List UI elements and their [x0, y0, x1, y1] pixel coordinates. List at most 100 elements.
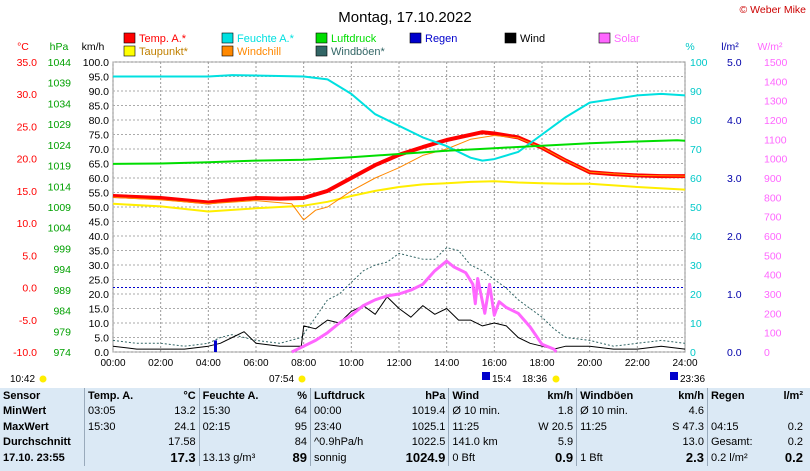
pressure-axis-tick: 1009 — [48, 202, 72, 214]
min-gust: 4.6 — [688, 405, 704, 418]
legend-swatch — [221, 32, 234, 44]
solar-axis-tick: 200 — [764, 308, 782, 320]
min-wind: 1.8 — [557, 405, 574, 418]
humidity-axis-tick: 0 — [690, 347, 696, 359]
legend-label: Taupunkt* — [139, 46, 189, 58]
speed-axis-tick: 85.0 — [89, 101, 110, 113]
pressure-axis-tick: 1034 — [48, 98, 72, 110]
rain-bar — [213, 340, 217, 352]
current-label: 17.10. 23:55 — [3, 451, 65, 464]
humidity-axis-tick: 10 — [690, 318, 702, 330]
speed-axis-tick: 0.0 — [94, 347, 109, 359]
max-temp: 24.1 — [174, 420, 196, 433]
legend-label: Temp. A.* — [139, 33, 187, 45]
avg-gust-blank — [576, 434, 657, 450]
humidity-axis-tick: 30 — [690, 260, 702, 272]
rain-axis-tick: 1.0 — [727, 289, 742, 301]
max-humidity-time: 02:15 — [198, 419, 283, 435]
series-line — [112, 180, 686, 213]
max-gust: S 47.3 — [672, 420, 704, 433]
solar-axis-tick: 1100 — [764, 134, 787, 146]
stats-table: Sensor Temp. A. °C Feuchte A. % Luftdruc… — [0, 388, 806, 466]
current-weather: sonnig — [310, 450, 388, 466]
speed-axis-tick: 90.0 — [89, 86, 110, 98]
speed-axis-tick: 5.0 — [94, 333, 109, 345]
speed-axis-tick: 80.0 — [89, 115, 110, 127]
humidity-axis-tick: 20 — [690, 289, 702, 301]
pressure-axis-tick: 1029 — [48, 119, 72, 131]
solar-axis-tick: 100 — [764, 328, 782, 340]
current-pressure: 1024.9 — [405, 450, 446, 466]
max-gust-time: 11:25 — [576, 419, 657, 435]
humidity-axis-tick: 40 — [690, 231, 702, 243]
max-temp-time: 15:30 — [83, 419, 154, 435]
speed-axis-tick: 65.0 — [89, 159, 110, 171]
min-wind-label: Ø 10 min. — [448, 403, 522, 419]
header-humidity: Feuchte A. — [198, 388, 283, 404]
solar-axis-tick: 900 — [764, 173, 782, 185]
humidity-axis-unit: % — [685, 41, 694, 53]
rain-axis-tick: 5.0 — [727, 57, 742, 69]
header-gust-unit: km/h — [678, 389, 704, 402]
avg-pressure-trend: ^0.9hPa/h — [310, 434, 388, 450]
current-gust: 2.3 — [685, 450, 704, 466]
humidity-axis-tick: 100 — [690, 57, 708, 69]
wind-max-marker — [482, 372, 490, 380]
solar-axis-tick: 1200 — [764, 115, 788, 127]
speed-axis-tick: 10.0 — [89, 318, 110, 330]
temp-axis-tick: -10.0 — [13, 347, 37, 359]
speed-axis-tick: 35.0 — [89, 246, 110, 258]
humidity-axis-tick: 70 — [690, 144, 702, 156]
solar-axis-tick: 500 — [764, 250, 782, 262]
avg-wind: 5.9 — [557, 436, 574, 449]
rain-axis-tick: 2.0 — [727, 231, 742, 243]
sunset-label: 18:36 — [522, 374, 547, 385]
min-rain — [772, 404, 806, 420]
avg-rain-label: Gesamt: — [706, 434, 772, 450]
pressure-axis-tick: 1024 — [48, 140, 72, 152]
min-humidity: 64 — [294, 405, 308, 418]
current-humidity: 89 — [292, 450, 308, 466]
stats-current-row: 17.10. 23:55 17.3 13.13 g/m³ 89 sonnig 1… — [0, 450, 806, 466]
solar-axis-tick: 800 — [764, 192, 782, 204]
speed-axis-tick: 95.0 — [89, 72, 110, 84]
speed-axis-unit: km/h — [82, 41, 105, 53]
temp-axis-tick: 20.0 — [17, 154, 38, 166]
header-rain-unit: l/m² — [783, 389, 803, 402]
avg-label: Durchschnitt — [3, 436, 71, 449]
legend-swatch — [221, 45, 234, 57]
x-tick-label: 16:00 — [482, 358, 507, 369]
rain-axis-unit: l/m² — [721, 41, 739, 53]
legend-swatch — [123, 32, 136, 44]
max-rain-time: 04:15 — [706, 419, 772, 435]
solar-axis-tick: 1300 — [764, 96, 788, 108]
pressure-axis-tick: 1004 — [48, 223, 72, 235]
sun-marker — [552, 375, 560, 383]
humidity-axis-tick: 60 — [690, 173, 702, 185]
avg-gust: 13.0 — [682, 436, 704, 449]
header-pressure: Luftdruck — [310, 388, 388, 404]
current-humidity-abs: 13.13 g/m³ — [198, 450, 283, 466]
avg-temp-blank — [83, 434, 154, 450]
legend-label: Wind — [520, 33, 545, 45]
series-line — [291, 259, 558, 354]
series-line — [112, 139, 686, 165]
humidity-axis-tick: 80 — [690, 115, 702, 127]
pressure-axis-tick: 974 — [53, 347, 71, 359]
speed-axis-tick: 70.0 — [89, 144, 110, 156]
x-tick-label: 02:00 — [148, 358, 173, 369]
min-humidity-time: 15:30 — [198, 403, 283, 419]
solar-axis-tick: 1000 — [764, 154, 788, 166]
min-gust-label: Ø 10 min. — [576, 403, 657, 419]
stats-max-row: MaxWert 15:30 24.1 02:15 95 23:40 1025.1… — [0, 419, 806, 435]
speed-axis-tick: 55.0 — [89, 188, 110, 200]
speed-axis-tick: 30.0 — [89, 260, 110, 272]
x-tick-label: 06:00 — [243, 358, 268, 369]
max-wind-time: 11:25 — [448, 419, 522, 435]
header-rain: Regen — [706, 388, 772, 404]
current-temp-blank — [83, 450, 154, 466]
speed-axis-tick: 60.0 — [89, 173, 110, 185]
solar-axis-tick: 300 — [764, 289, 782, 301]
current-rain: 0.2 — [784, 450, 803, 466]
max-wind: W 20.5 — [538, 420, 574, 433]
